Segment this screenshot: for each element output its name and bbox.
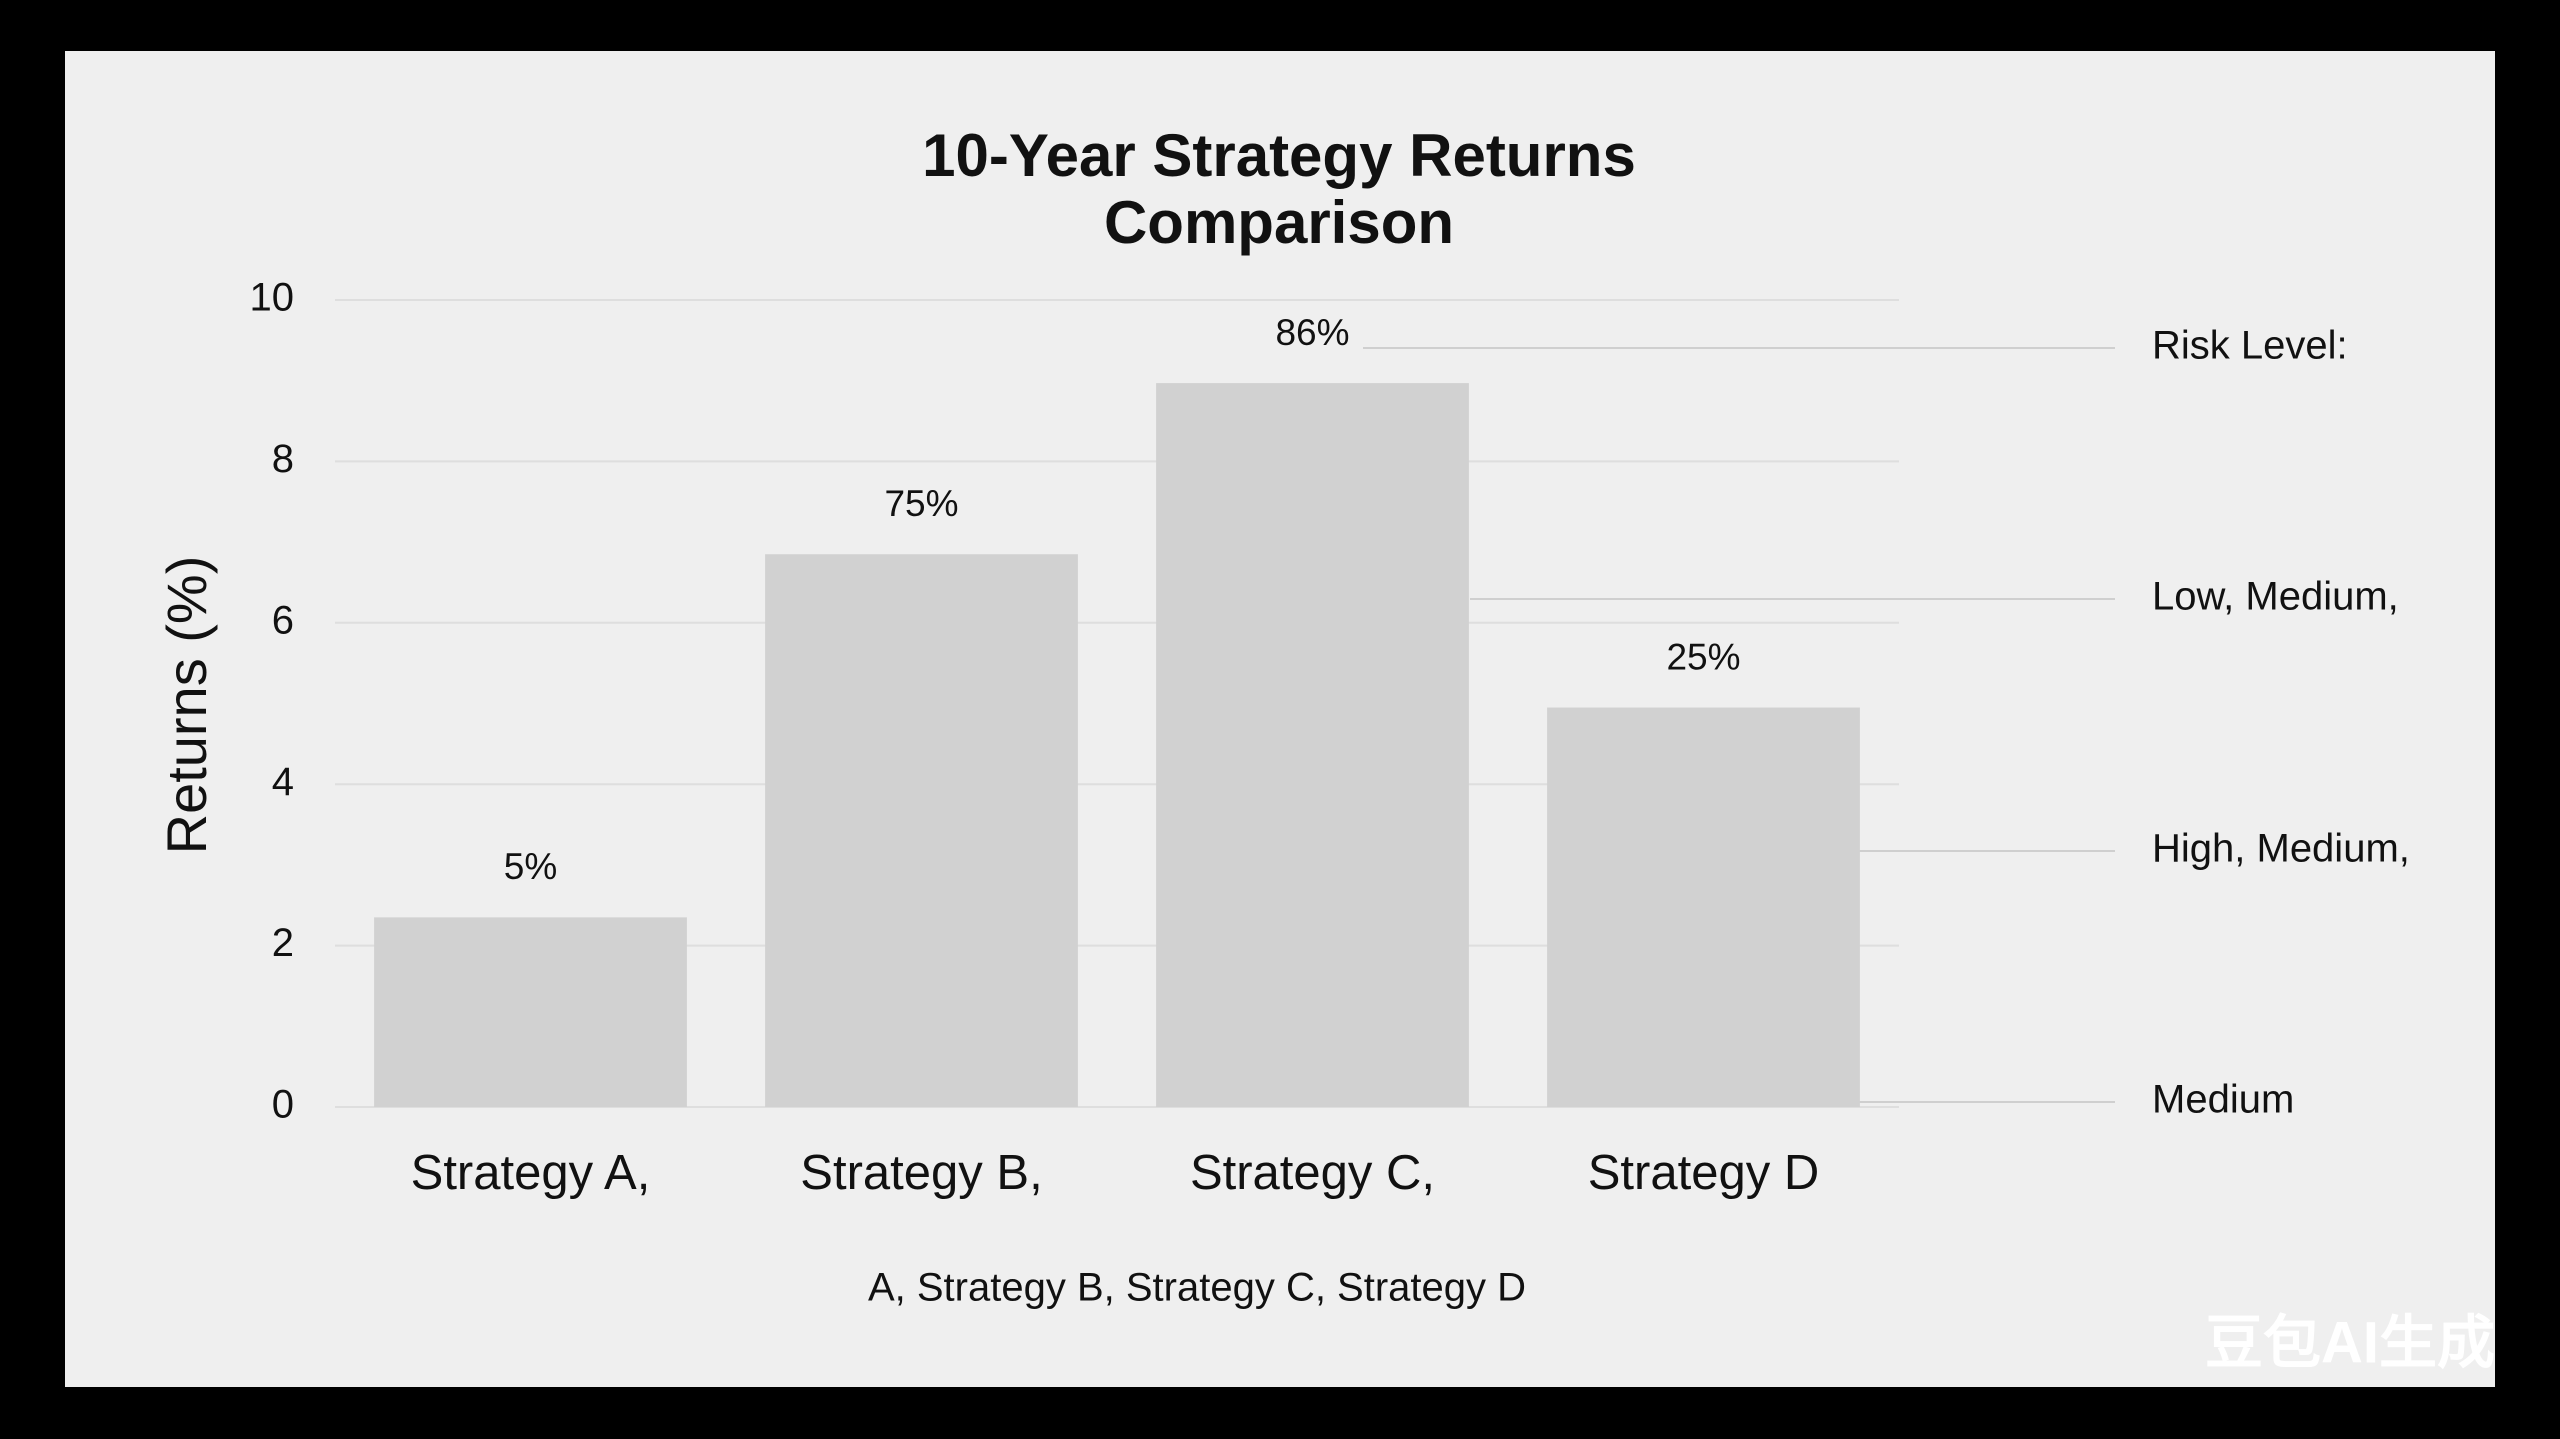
bar-annotation: 25% <box>1666 636 1740 677</box>
y-tick-label: 10 <box>250 276 295 320</box>
bar <box>374 917 687 1107</box>
bar <box>765 554 1078 1107</box>
bar-annotation: 5% <box>504 846 557 887</box>
bar-annotation: 75% <box>884 483 958 524</box>
y-tick-label: 6 <box>272 598 294 642</box>
y-tick-label: 8 <box>272 437 294 481</box>
x-tick-label: Strategy A, <box>411 1146 651 1200</box>
side-note: Risk Level: <box>2152 324 2348 368</box>
y-axis-label: Returns (%) <box>155 556 218 855</box>
y-tick-label: 2 <box>272 921 294 965</box>
chart-title: Comparison <box>1104 189 1454 256</box>
chart-title: 10-Year Strategy Returns <box>922 122 1636 189</box>
side-note-lines <box>1363 347 2115 1103</box>
bar-annotation: 86% <box>1275 312 1349 353</box>
bar <box>1156 383 1469 1108</box>
bar <box>1547 707 1860 1107</box>
y-tick-label: 0 <box>272 1083 294 1127</box>
x-axis-label: A, Strategy B, Strategy C, Strategy D <box>868 1266 1526 1310</box>
watermark: 豆包AI生成 <box>2205 1310 2495 1375</box>
side-note: High, Medium, <box>2152 827 2410 871</box>
side-note: Medium <box>2152 1078 2294 1122</box>
side-note: Low, Medium, <box>2152 575 2399 619</box>
y-tick-label: 4 <box>272 760 294 804</box>
x-tick-label: Strategy B, <box>800 1146 1042 1200</box>
x-tick-label: Strategy D <box>1588 1146 1819 1200</box>
x-tick-label: Strategy C, <box>1190 1146 1435 1200</box>
